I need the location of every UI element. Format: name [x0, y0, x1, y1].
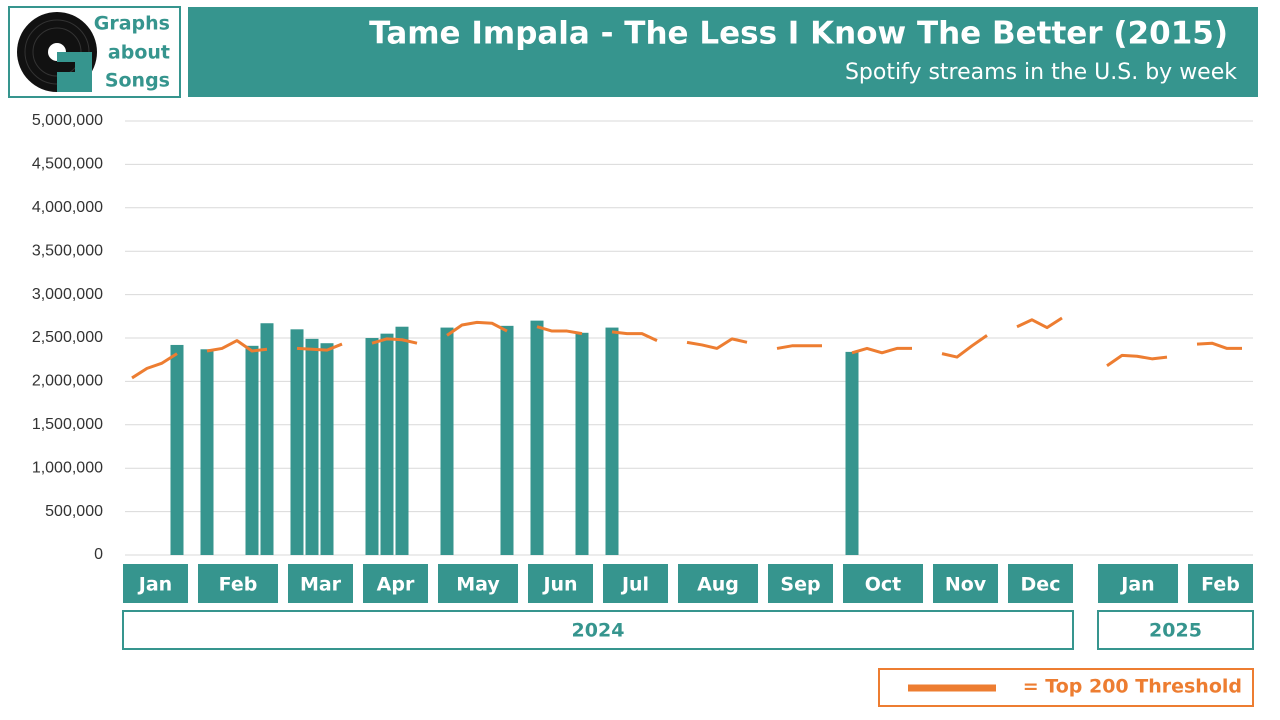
bar: [245, 345, 259, 555]
bar: [365, 338, 379, 555]
bar: [290, 329, 304, 555]
month-box: [603, 564, 668, 603]
line: [1196, 341, 1242, 350]
month-box: [843, 564, 923, 603]
month-box: [1188, 564, 1253, 603]
year-label: 2024: [572, 620, 625, 642]
y-tick-label: 4,500,000: [32, 156, 103, 173]
x-tick-label: Mar: [300, 574, 342, 596]
logo-text: Songs: [105, 70, 170, 92]
bar: [845, 351, 859, 555]
chart-subtitle: Spotify streams in the U.S. by week: [845, 60, 1237, 85]
month-box: [768, 564, 833, 603]
bar: [440, 327, 454, 555]
x-tick-label: Aug: [697, 574, 739, 596]
line: [296, 342, 343, 352]
y-tick-label: 5,000,000: [32, 112, 103, 129]
x-tick-label: Jan: [1119, 574, 1154, 596]
x-tick-label: Sep: [780, 574, 820, 596]
x-tick-label: May: [456, 574, 500, 596]
x-tick-label: Jan: [137, 574, 172, 596]
month-box: [1098, 564, 1178, 603]
logo-text: Graphs: [94, 13, 170, 35]
bar: [170, 344, 184, 555]
line: [611, 330, 658, 342]
y-tick-label: 1,500,000: [32, 416, 103, 433]
x-tick-label: Nov: [945, 574, 987, 596]
month-box: [528, 564, 593, 603]
y-tick-label: 3,000,000: [32, 286, 103, 303]
bar: [380, 333, 394, 555]
year-box: [1097, 610, 1254, 650]
y-tick-label: 2,000,000: [32, 373, 103, 390]
bar: [605, 327, 619, 555]
month-box: [933, 564, 998, 603]
bar: [305, 338, 319, 555]
y-tick-label: 1,000,000: [32, 459, 103, 476]
x-tick-label: Apr: [377, 574, 415, 596]
month-box: [678, 564, 758, 603]
line: [1106, 353, 1168, 368]
line: [776, 344, 822, 350]
y-tick-label: 2,500,000: [32, 329, 103, 346]
bar: [500, 325, 514, 555]
logo-icon: [17, 12, 97, 92]
y-tick-label: 0: [94, 546, 103, 563]
logo-text: about: [108, 42, 170, 64]
month-box: [1008, 564, 1073, 603]
title-bar: [188, 7, 1258, 97]
bar: [575, 332, 589, 555]
bar: [530, 320, 544, 555]
x-tick-label: Jun: [541, 574, 577, 596]
line: [1016, 316, 1063, 330]
bar: [260, 323, 274, 555]
y-tick-label: 4,000,000: [32, 199, 103, 216]
month-box: [198, 564, 278, 603]
line: [446, 320, 508, 337]
x-tick-label: Feb: [1201, 574, 1240, 596]
bar: [200, 349, 214, 555]
y-tick-label: 3,500,000: [32, 242, 103, 259]
year-label: 2025: [1149, 620, 1202, 642]
line: [536, 325, 583, 336]
y-tick-label: 500,000: [45, 503, 103, 520]
month-box: [123, 564, 188, 603]
chart-title: Tame Impala - The Less I Know The Better…: [369, 16, 1228, 52]
x-tick-label: Oct: [865, 574, 902, 596]
line: [371, 337, 418, 345]
month-box: [438, 564, 518, 603]
x-tick-label: Jul: [620, 574, 649, 596]
month-box: [288, 564, 353, 603]
line: [941, 334, 988, 359]
bar: [395, 326, 409, 555]
year-box: [122, 610, 1074, 650]
month-box: [363, 564, 428, 603]
x-tick-label: Feb: [219, 574, 258, 596]
bar: [320, 343, 334, 555]
x-tick-label: Dec: [1021, 574, 1061, 596]
legend-label: = Top 200 Threshold: [1023, 676, 1242, 698]
line: [686, 337, 748, 350]
line: [131, 352, 178, 380]
line: [851, 346, 912, 355]
line: [206, 339, 268, 353]
